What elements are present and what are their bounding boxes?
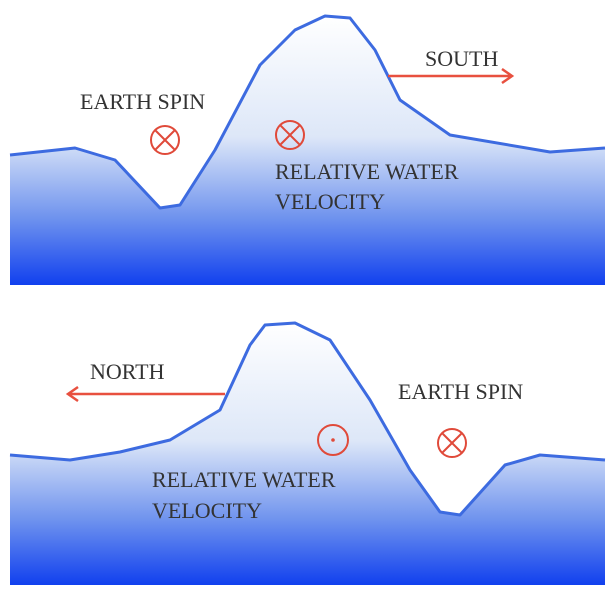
panel-bottom: NORTH EARTH SPIN RELATIVE WATER VELOCITY bbox=[9, 321, 606, 585]
out-of-page-symbol bbox=[317, 424, 349, 456]
spin-label: EARTH SPIN bbox=[80, 89, 205, 114]
direction-label: NORTH bbox=[90, 359, 165, 384]
velocity-label: RELATIVE WATER bbox=[275, 159, 459, 184]
wave-line bbox=[9, 321, 606, 517]
into-page-symbol bbox=[437, 428, 467, 458]
direction-label: SOUTH bbox=[425, 46, 498, 71]
direction-arrow bbox=[388, 67, 515, 85]
velocity-label: VELOCITY bbox=[152, 498, 262, 523]
into-page-symbol bbox=[150, 125, 180, 155]
velocity-label: VELOCITY bbox=[275, 189, 385, 214]
wave-line bbox=[9, 14, 606, 210]
spin-label: EARTH SPIN bbox=[398, 379, 523, 404]
water bbox=[10, 16, 605, 285]
direction-arrow bbox=[65, 385, 225, 403]
into-page-symbol bbox=[275, 120, 305, 150]
panel-top: EARTH SPIN RELATIVE WATER VELOCITY SOUTH bbox=[9, 14, 606, 285]
water bbox=[10, 323, 605, 585]
velocity-label: RELATIVE WATER bbox=[152, 467, 336, 492]
